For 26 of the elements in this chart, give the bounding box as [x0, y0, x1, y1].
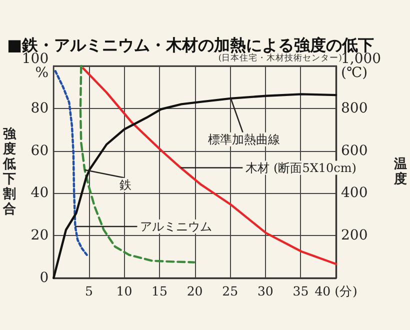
text: 鉄 [120, 178, 132, 192]
y-tick-label: 40 [30, 185, 49, 202]
x-tick-label: 20 [186, 284, 203, 298]
y-tick-label: 20 [30, 228, 49, 244]
x-tick-label: 5 [84, 284, 93, 298]
text: 標準加熱曲線 [208, 132, 280, 146]
x-tick-label: 35 [292, 284, 309, 298]
text: (日本住宅・木材技術センター) [218, 52, 342, 64]
y-tick-label: 80 [30, 100, 49, 116]
y2-tick-label: 200 [341, 228, 368, 244]
y2-tick-label: 600 [341, 142, 368, 159]
x-tick-label: 25 [222, 284, 238, 298]
y-tick-label: 0 [40, 270, 49, 286]
y2-tick-label: 1,000 (℃) [341, 51, 382, 81]
text: 木材 (断面5X10cm) [246, 160, 356, 175]
y-tick-label: 60 [30, 142, 49, 159]
x-tick-label: 30 [257, 284, 274, 298]
x-tick-label: 15 [152, 284, 168, 298]
x-tick-label: 10 [116, 284, 132, 298]
y2-axis-title: 温度 [393, 157, 407, 187]
y2-tick-label: 800 [341, 100, 368, 116]
y-axis-title: 強度低下割合 [2, 126, 17, 217]
text: アルミニウム [140, 219, 212, 234]
y2-tick-label: 400 [341, 185, 368, 202]
x-tick-label: 40 (分) [314, 284, 358, 298]
line-series [54, 70, 88, 256]
